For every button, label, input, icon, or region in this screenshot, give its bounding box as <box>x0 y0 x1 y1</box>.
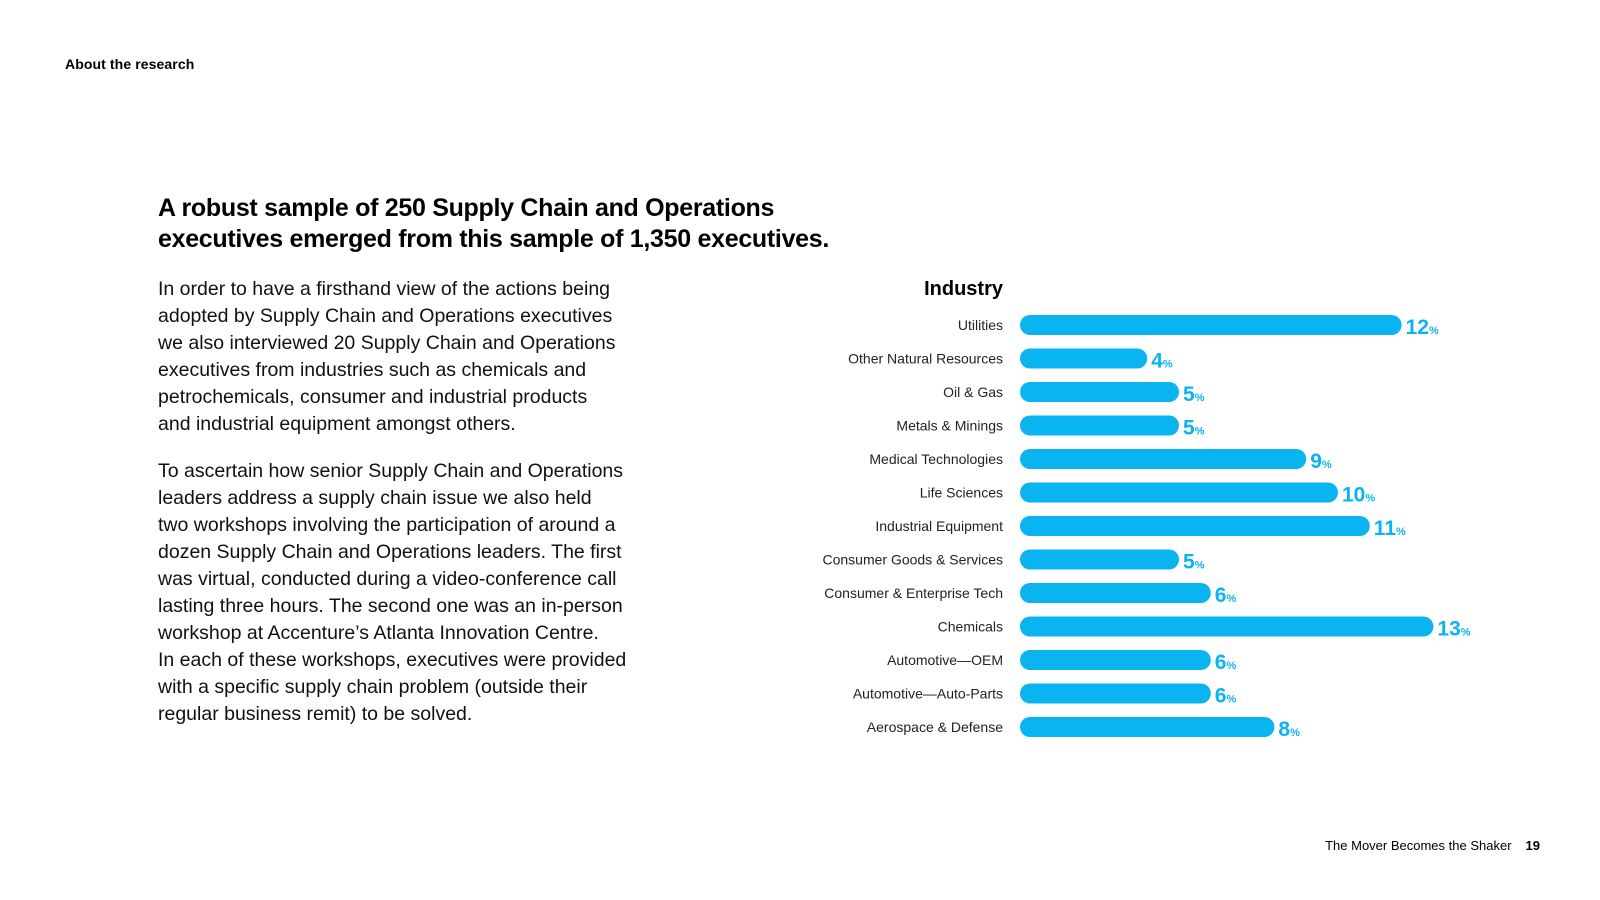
category-label-life-sciences: Life Sciences <box>920 485 1003 501</box>
body-paragraph-1: In order to have a firsthand view of the… <box>158 278 616 435</box>
headline: A robust sample of 250 Supply Chain and … <box>158 194 830 253</box>
value-label-metals-minings: 5% <box>1183 417 1205 440</box>
bar-automotive-oem <box>1020 650 1211 670</box>
category-label-utilities: Utilities <box>958 317 1003 333</box>
bar-metals-minings <box>1020 415 1179 436</box>
body-text: In order to have a firsthand view of the… <box>158 276 658 748</box>
value-label-automotive-auto-parts: 6% <box>1215 685 1237 708</box>
category-label-other-natural-resources: Other Natural Resources <box>848 351 1003 367</box>
value-label-consumer-goods-services: 5% <box>1183 551 1205 574</box>
bar-automotive-auto-parts <box>1020 683 1211 704</box>
bar-industrial-equipment <box>1020 516 1370 536</box>
section-label: About the research <box>65 56 195 72</box>
footer: The Mover Becomes the Shaker 19 <box>1325 838 1540 853</box>
bar-oil-gas <box>1020 382 1179 402</box>
category-label-metals-minings: Metals & Minings <box>896 418 1003 434</box>
value-label-industrial-equipment: 11% <box>1374 517 1406 540</box>
category-label-aerospace-defense: Aerospace & Defense <box>867 719 1003 735</box>
bar-life-sciences <box>1020 482 1338 503</box>
bar-chemicals <box>1020 616 1434 637</box>
page-number: 19 <box>1525 838 1540 853</box>
category-label-industrial-equipment: Industrial Equipment <box>875 518 1003 534</box>
category-label-oil-gas: Oil & Gas <box>943 384 1003 400</box>
bar-consumer-enterprise-tech <box>1020 583 1211 603</box>
bar-other-natural-resources <box>1020 348 1148 369</box>
chart-title: Industry <box>924 278 1003 300</box>
category-label-automotive-auto-parts: Automotive—Auto-Parts <box>853 686 1003 702</box>
value-label-utilities: 12% <box>1406 316 1439 339</box>
bar-utilities <box>1020 315 1402 335</box>
value-label-automotive-oem: 6% <box>1215 651 1237 674</box>
bar-medical-technologies <box>1020 449 1307 469</box>
value-label-medical-technologies: 9% <box>1310 450 1332 473</box>
bar-aerospace-defense <box>1020 717 1275 737</box>
bar-consumer-goods-services <box>1020 549 1179 570</box>
value-label-chemicals: 13% <box>1437 618 1470 641</box>
category-label-consumer-goods-services: Consumer Goods & Services <box>822 552 1003 568</box>
body-paragraph-2: To ascertain how senior Supply Chain and… <box>158 460 627 725</box>
value-label-life-sciences: 10% <box>1342 484 1375 507</box>
value-label-oil-gas: 5% <box>1183 383 1205 406</box>
category-label-automotive-oem: Automotive—OEM <box>887 652 1003 668</box>
value-label-aerospace-defense: 8% <box>1278 718 1300 741</box>
category-label-consumer-enterprise-tech: Consumer & Enterprise Tech <box>824 585 1003 601</box>
category-label-medical-technologies: Medical Technologies <box>869 451 1003 467</box>
value-label-other-natural-resources: 4% <box>1151 350 1173 373</box>
category-label-chemicals: Chemicals <box>938 619 1003 635</box>
publication-title: The Mover Becomes the Shaker <box>1325 838 1512 853</box>
value-label-consumer-enterprise-tech: 6% <box>1215 584 1237 607</box>
